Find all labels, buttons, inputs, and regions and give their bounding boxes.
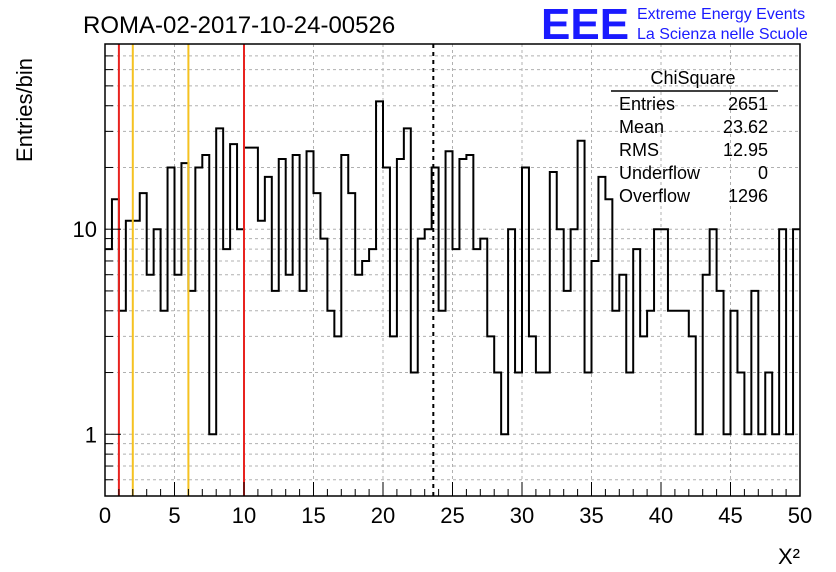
y-tick-label: 10 bbox=[73, 217, 97, 242]
stats-value: 12.95 bbox=[723, 140, 768, 160]
eee-logo: EEE Extreme Energy Events La Scienza nel… bbox=[541, 0, 808, 49]
x-tick-label: 10 bbox=[232, 503, 256, 528]
logo-line1: Extreme Energy Events bbox=[637, 6, 805, 23]
x-tick-label: 0 bbox=[99, 503, 111, 528]
stats-value: 0 bbox=[758, 163, 768, 183]
stats-label: Overflow bbox=[619, 186, 691, 206]
stats-label: RMS bbox=[619, 140, 659, 160]
grid bbox=[104, 43, 801, 497]
reference-lines bbox=[117, 44, 435, 496]
x-tick-label: 25 bbox=[440, 503, 464, 528]
x-tick-label: 30 bbox=[510, 503, 534, 528]
logo-mark: EEE bbox=[541, 0, 629, 49]
stats-rows: Entries 2651 Mean 23.62 RMS 12.95 Underflow 0 Ov… bbox=[619, 94, 768, 206]
x-axis-label: X² bbox=[778, 544, 800, 569]
x-tick-label: 15 bbox=[301, 503, 325, 528]
logo-line2: La Scienza nelle Scuole bbox=[637, 26, 808, 43]
axis-ticks: 0 5 10 15 20 25 30 35 40 45 50 1 10 bbox=[73, 43, 812, 528]
stats-box: ChiSquare Entries 2651 Mean 23.62 RMS 12.95 Un… bbox=[611, 68, 778, 206]
x-tick-label: 40 bbox=[649, 503, 673, 528]
stats-title: ChiSquare bbox=[650, 68, 735, 88]
stats-value: 23.62 bbox=[723, 117, 768, 137]
x-tick-label: 5 bbox=[168, 503, 180, 528]
x-tick-label: 20 bbox=[371, 503, 395, 528]
stats-label: Mean bbox=[619, 117, 664, 137]
y-axis-label: Entries/bin bbox=[12, 58, 37, 162]
stats-value: 2651 bbox=[728, 94, 768, 114]
x-tick-label: 50 bbox=[788, 503, 812, 528]
stats-value: 1296 bbox=[728, 186, 768, 206]
x-tick-label: 45 bbox=[718, 503, 742, 528]
chart-title: ROMA-02-2017-10-24-00526 bbox=[83, 12, 395, 39]
stats-label: Underflow bbox=[619, 163, 701, 183]
histogram-series bbox=[105, 100, 800, 436]
y-tick-label: 1 bbox=[85, 422, 97, 447]
x-tick-label: 35 bbox=[579, 503, 603, 528]
histogram-line bbox=[105, 100, 800, 436]
stats-label: Entries bbox=[619, 94, 675, 114]
